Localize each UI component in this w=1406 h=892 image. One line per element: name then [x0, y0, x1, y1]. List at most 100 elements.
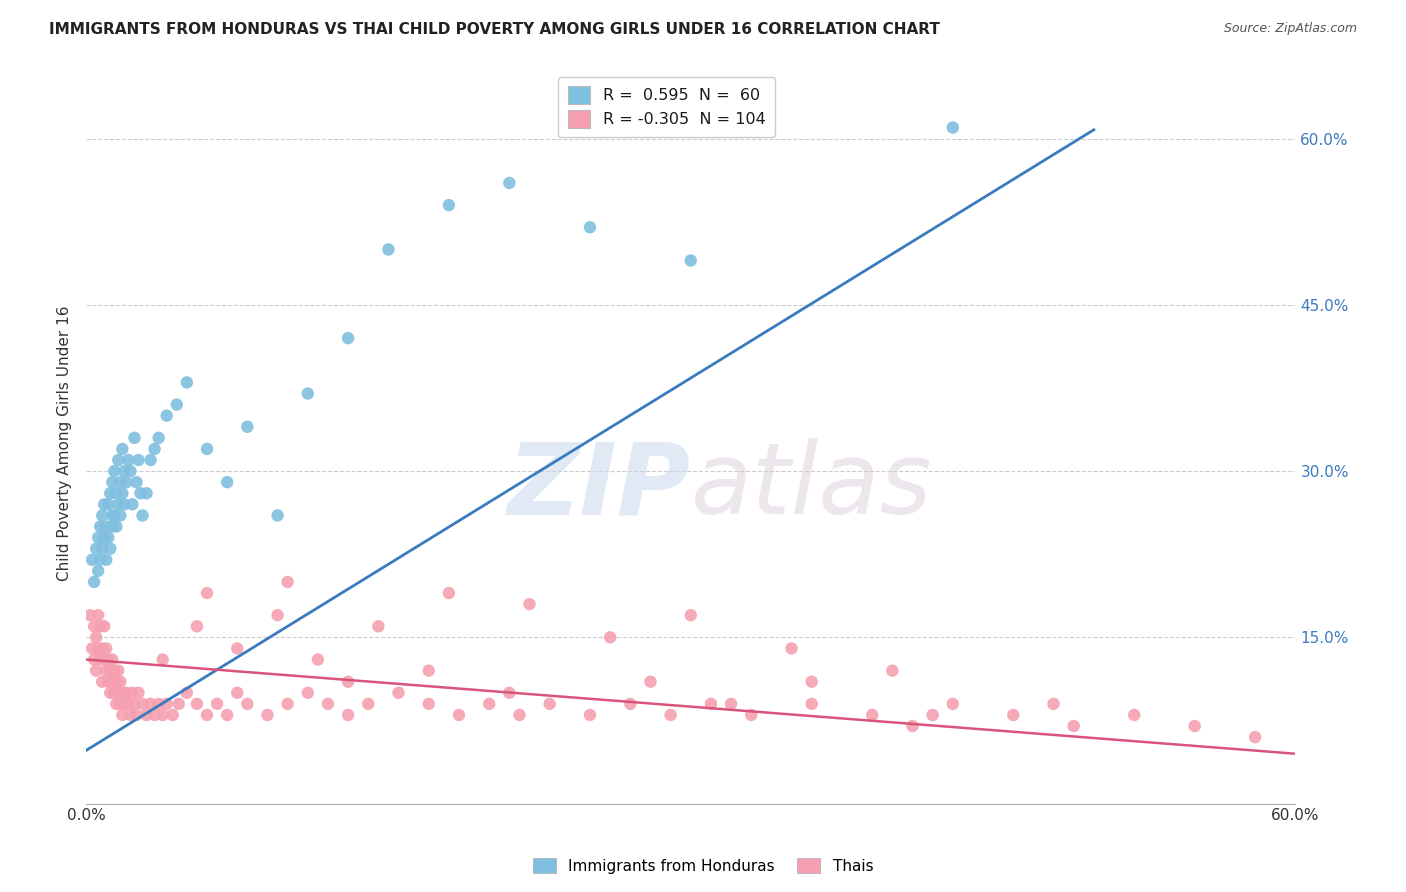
Point	[135, 486, 157, 500]
Point	[316, 697, 339, 711]
Point	[97, 531, 120, 545]
Point	[297, 386, 319, 401]
Point	[98, 486, 121, 500]
Text: Source: ZipAtlas.com: Source: ZipAtlas.com	[1223, 22, 1357, 36]
Point	[195, 442, 218, 456]
Point	[103, 464, 125, 478]
Point	[579, 708, 602, 723]
Point	[156, 409, 179, 423]
Point	[156, 697, 179, 711]
Point	[266, 608, 288, 623]
Point	[101, 519, 124, 533]
Point	[93, 619, 115, 633]
Point	[498, 176, 520, 190]
Point	[579, 220, 602, 235]
Point	[367, 619, 389, 633]
Point	[942, 120, 965, 135]
Point	[120, 464, 142, 478]
Point	[800, 674, 823, 689]
Point	[101, 475, 124, 490]
Point	[143, 708, 166, 723]
Point	[1184, 719, 1206, 733]
Point	[91, 541, 114, 556]
Point	[103, 508, 125, 523]
Point	[89, 619, 111, 633]
Point	[127, 686, 149, 700]
Point	[117, 453, 139, 467]
Point	[105, 674, 128, 689]
Point	[105, 486, 128, 500]
Point	[97, 652, 120, 666]
Point	[107, 686, 129, 700]
Point	[105, 519, 128, 533]
Point	[619, 697, 641, 711]
Y-axis label: Child Poverty Among Girls Under 16: Child Poverty Among Girls Under 16	[58, 306, 72, 582]
Text: IMMIGRANTS FROM HONDURAS VS THAI CHILD POVERTY AMONG GIRLS UNDER 16 CORRELATION : IMMIGRANTS FROM HONDURAS VS THAI CHILD P…	[49, 22, 941, 37]
Point	[87, 608, 110, 623]
Point	[84, 541, 107, 556]
Legend: R =  0.595  N =  60, R = -0.305  N = 104: R = 0.595 N = 60, R = -0.305 N = 104	[558, 77, 775, 137]
Point	[447, 708, 470, 723]
Point	[112, 497, 135, 511]
Point	[236, 697, 259, 711]
Point	[297, 686, 319, 700]
Point	[1063, 719, 1085, 733]
Point	[195, 708, 218, 723]
Point	[1042, 697, 1064, 711]
Point	[84, 631, 107, 645]
Point	[780, 641, 803, 656]
Point	[167, 697, 190, 711]
Point	[98, 686, 121, 700]
Point	[112, 697, 135, 711]
Point	[901, 719, 924, 733]
Point	[800, 697, 823, 711]
Point	[135, 708, 157, 723]
Point	[96, 641, 118, 656]
Point	[307, 652, 329, 666]
Point	[437, 586, 460, 600]
Point	[152, 708, 174, 723]
Point	[98, 664, 121, 678]
Point	[111, 486, 134, 500]
Point	[97, 497, 120, 511]
Point	[83, 574, 105, 589]
Point	[105, 697, 128, 711]
Point	[337, 674, 360, 689]
Point	[387, 686, 409, 700]
Point	[87, 641, 110, 656]
Point	[337, 331, 360, 345]
Point	[96, 553, 118, 567]
Point	[115, 475, 138, 490]
Point	[148, 697, 170, 711]
Point	[107, 453, 129, 467]
Point	[93, 531, 115, 545]
Point	[195, 586, 218, 600]
Point	[498, 686, 520, 700]
Point	[139, 697, 162, 711]
Point	[166, 398, 188, 412]
Point	[942, 697, 965, 711]
Point	[508, 708, 530, 723]
Point	[148, 431, 170, 445]
Point	[120, 708, 142, 723]
Point	[87, 531, 110, 545]
Point	[720, 697, 742, 711]
Point	[110, 475, 132, 490]
Point	[91, 508, 114, 523]
Point	[93, 652, 115, 666]
Point	[277, 574, 299, 589]
Point	[82, 553, 104, 567]
Point	[101, 674, 124, 689]
Point	[111, 442, 134, 456]
Point	[91, 674, 114, 689]
Point	[217, 475, 239, 490]
Point	[89, 652, 111, 666]
Point	[89, 553, 111, 567]
Point	[1123, 708, 1146, 723]
Point	[176, 376, 198, 390]
Point	[217, 708, 239, 723]
Text: ZIP: ZIP	[508, 438, 690, 535]
Point	[89, 519, 111, 533]
Point	[236, 419, 259, 434]
Point	[82, 641, 104, 656]
